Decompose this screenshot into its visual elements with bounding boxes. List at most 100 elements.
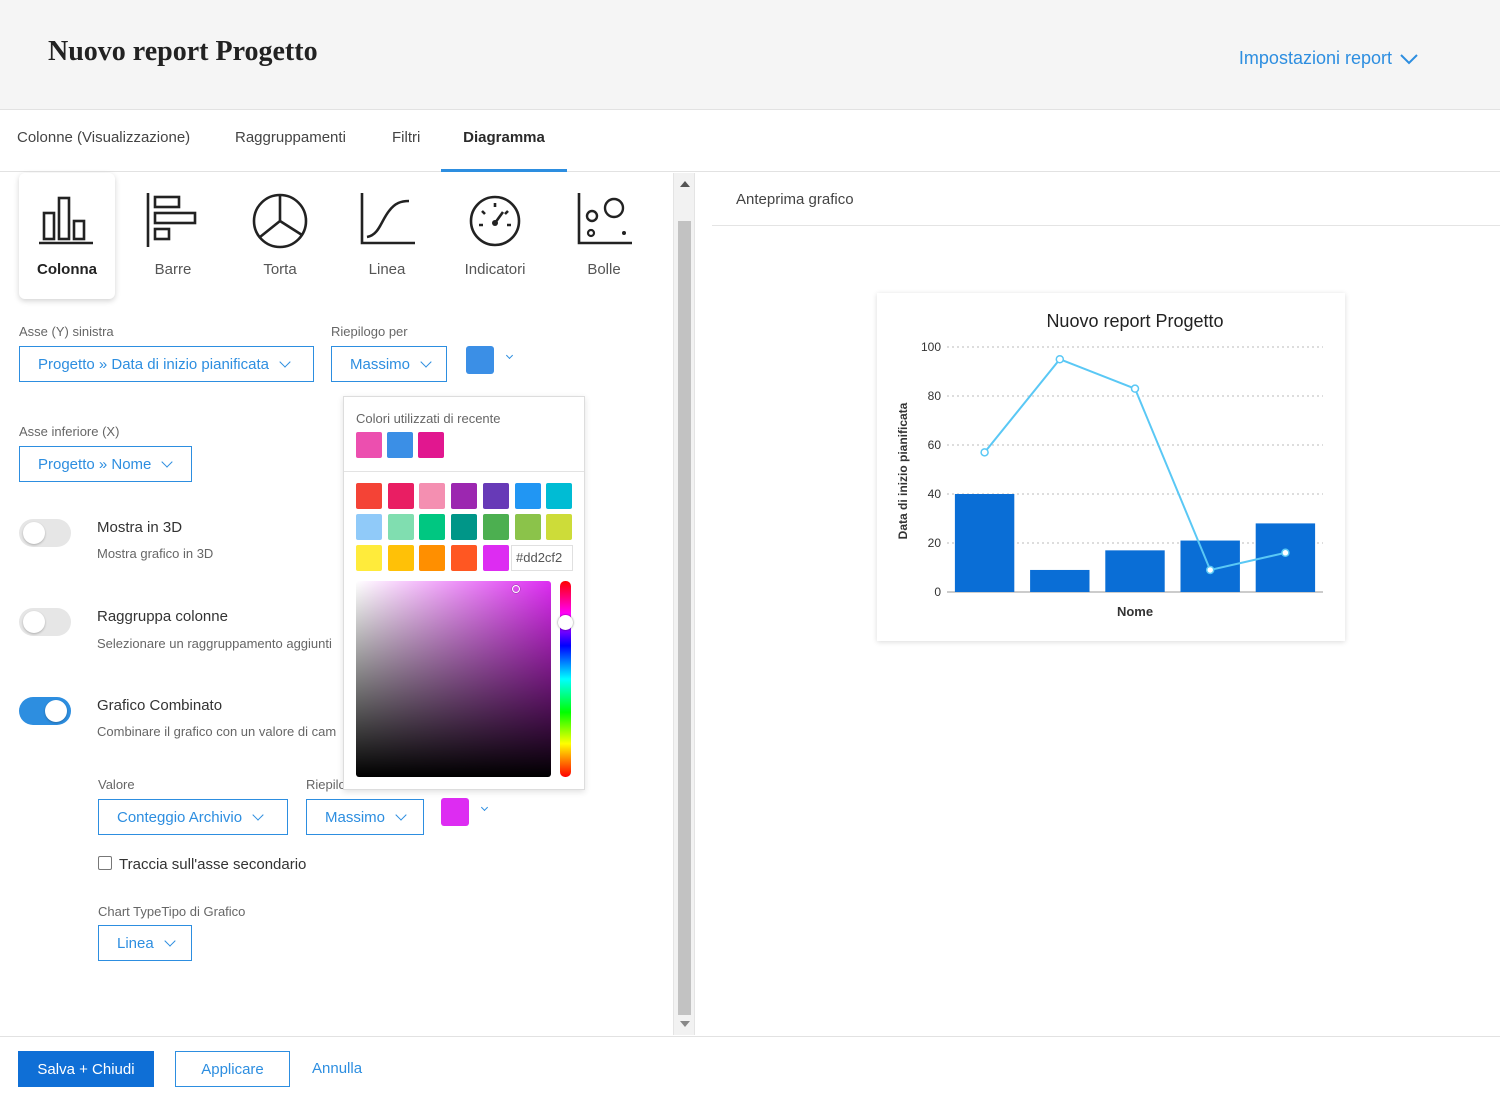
chart-type-label: Linea	[368, 261, 406, 278]
chart-bars	[954, 494, 1316, 592]
palette-color-swatch[interactable]	[356, 545, 382, 571]
palette-color-swatch[interactable]	[387, 545, 414, 571]
summary-label: Riepilogo per	[331, 324, 408, 339]
recent-color-swatch[interactable]	[418, 432, 444, 458]
chevron-down-icon[interactable]	[480, 803, 489, 812]
combo-value: Conteggio Archivio	[117, 808, 243, 826]
y-tick-label: 60	[928, 438, 942, 452]
line-chart-icon	[360, 193, 415, 245]
chart-type-line[interactable]: Linea	[339, 173, 435, 299]
chart-settings-panel: Colonna Barre Torta Linea Indicatori	[0, 173, 672, 1035]
color-picker-popover: Colori utilizzati di recente #dd2cf2	[343, 396, 585, 790]
chevron-down-icon	[161, 456, 174, 468]
x-axis-select[interactable]: Progetto » Nome	[19, 446, 192, 482]
tab-chart[interactable]: Diagramma	[441, 110, 567, 172]
toggle-group-columns[interactable]	[19, 608, 71, 636]
palette-color-swatch[interactable]	[451, 514, 478, 540]
chart-preview-title: Anteprima grafico	[736, 191, 854, 208]
chart-type-bubble[interactable]: Bolle	[556, 173, 652, 299]
option-title-3d: Mostra in 3D	[97, 519, 183, 536]
apply-button[interactable]: Applicare	[175, 1051, 290, 1087]
secondary-axis-checkbox[interactable]	[98, 856, 112, 870]
recent-color-swatch[interactable]	[387, 432, 413, 458]
y-axis-value: Progetto » Data di inizio pianificata	[38, 355, 269, 373]
chart-title: Nuovo report Progetto	[1046, 311, 1223, 331]
chart-type-bar[interactable]: Barre	[125, 173, 221, 299]
saturation-value-area[interactable]	[356, 581, 551, 777]
palette-color-swatch[interactable]	[451, 483, 478, 509]
tab-groupings[interactable]: Raggruppamenti	[235, 129, 346, 146]
palette-color-swatch[interactable]	[419, 545, 446, 571]
cancel-link[interactable]: Annulla	[312, 1060, 363, 1077]
recent-color-swatch[interactable]	[356, 432, 382, 458]
scroll-up-arrow-icon[interactable]	[680, 181, 690, 187]
x-axis-label: Asse inferiore (X)	[19, 424, 120, 439]
palette-color-swatch[interactable]	[482, 545, 509, 571]
tab-columns[interactable]: Colonne (Visualizzazione)	[17, 129, 191, 146]
palette-color-swatch[interactable]	[514, 483, 541, 509]
combo-color-swatch[interactable]	[441, 798, 469, 826]
combo-value-label: Valore	[98, 777, 135, 792]
chart-line-series	[980, 355, 1290, 575]
option-title-group-columns: Raggruppa colonne	[97, 608, 228, 625]
chevron-down-icon	[252, 809, 264, 821]
palette-color-swatch[interactable]	[482, 514, 509, 540]
palette-color-swatch[interactable]	[546, 483, 573, 509]
saturation-value-handle[interactable]	[511, 584, 520, 593]
hue-slider-handle[interactable]	[558, 615, 573, 631]
palette-color-swatch[interactable]	[451, 545, 478, 571]
palette-color-swatch[interactable]	[419, 514, 446, 540]
palette-color-swatch[interactable]	[514, 514, 541, 540]
tab-filters[interactable]: Filtri	[392, 129, 421, 146]
combo-value-select[interactable]: Conteggio Archivio	[98, 799, 288, 835]
toggle-3d[interactable]	[19, 519, 71, 547]
footer-bar: Salva + Chiudi Applicare Annulla	[0, 1036, 1500, 1094]
palette-color-swatch[interactable]	[419, 483, 446, 509]
chevron-down-icon[interactable]	[505, 351, 514, 360]
toggle-knob	[23, 522, 45, 544]
combo-summary-select[interactable]: Massimo	[306, 799, 424, 835]
toggle-knob	[45, 700, 67, 722]
palette-color-swatch[interactable]	[387, 514, 414, 540]
chevron-down-icon	[420, 356, 432, 368]
y-tick-label: 40	[928, 487, 942, 501]
secondary-axis-label: Traccia sull'asse secondario	[119, 856, 307, 873]
palette-color-swatch[interactable]	[482, 483, 509, 509]
scrollbar-thumb[interactable]	[678, 221, 691, 1015]
bubble-chart-icon	[577, 193, 632, 245]
report-settings-link[interactable]: Impostazioni report	[1239, 48, 1418, 69]
palette-color-swatch[interactable]	[387, 483, 414, 509]
column-chart-icon	[39, 196, 93, 245]
combo-chart-type-select[interactable]: Linea	[98, 925, 192, 961]
chart-type-column[interactable]: Colonna	[19, 173, 115, 299]
toggle-combo-chart[interactable]	[19, 697, 71, 725]
bar	[1030, 569, 1090, 592]
chart-type-label: Indicatori	[464, 261, 526, 278]
option-desc-combo-chart: Combinare il grafico con un valore di ca…	[97, 724, 337, 739]
palette-color-swatch[interactable]	[356, 514, 382, 540]
report-header: Nuovo report Progetto Impostazioni repor…	[0, 0, 1500, 110]
palette-color-swatch[interactable]	[546, 514, 573, 540]
line-point	[980, 448, 989, 457]
chevron-down-icon	[395, 809, 407, 821]
chart-type-gauge[interactable]: Indicatori	[447, 173, 543, 299]
chevron-down-icon	[164, 935, 176, 947]
summary-select[interactable]: Massimo	[331, 346, 447, 382]
scroll-down-arrow-icon[interactable]	[680, 1021, 690, 1027]
left-panel-scrollbar[interactable]	[673, 173, 695, 1035]
chart-type-pie[interactable]: Torta	[232, 173, 328, 299]
report-settings-label: Impostazioni report	[1238, 48, 1392, 68]
chart-type-label: Barre	[154, 261, 192, 278]
palette-color-swatch[interactable]	[356, 483, 382, 509]
y-tick-label: 100	[921, 340, 941, 354]
hex-color-input[interactable]: #dd2cf2	[511, 545, 573, 571]
hue-slider[interactable]	[558, 581, 573, 777]
pie-chart-icon	[252, 193, 308, 249]
y-tick-label: 0	[934, 585, 941, 599]
save-close-button[interactable]: Salva + Chiudi	[18, 1051, 154, 1087]
y-axis-color-swatch[interactable]	[466, 346, 494, 374]
y-axis-title: Data di inizio pianificata	[896, 402, 910, 539]
bar-chart-icon	[146, 193, 197, 247]
gauge-icon	[469, 195, 521, 247]
y-axis-select[interactable]: Progetto » Data di inizio pianificata	[19, 346, 314, 382]
